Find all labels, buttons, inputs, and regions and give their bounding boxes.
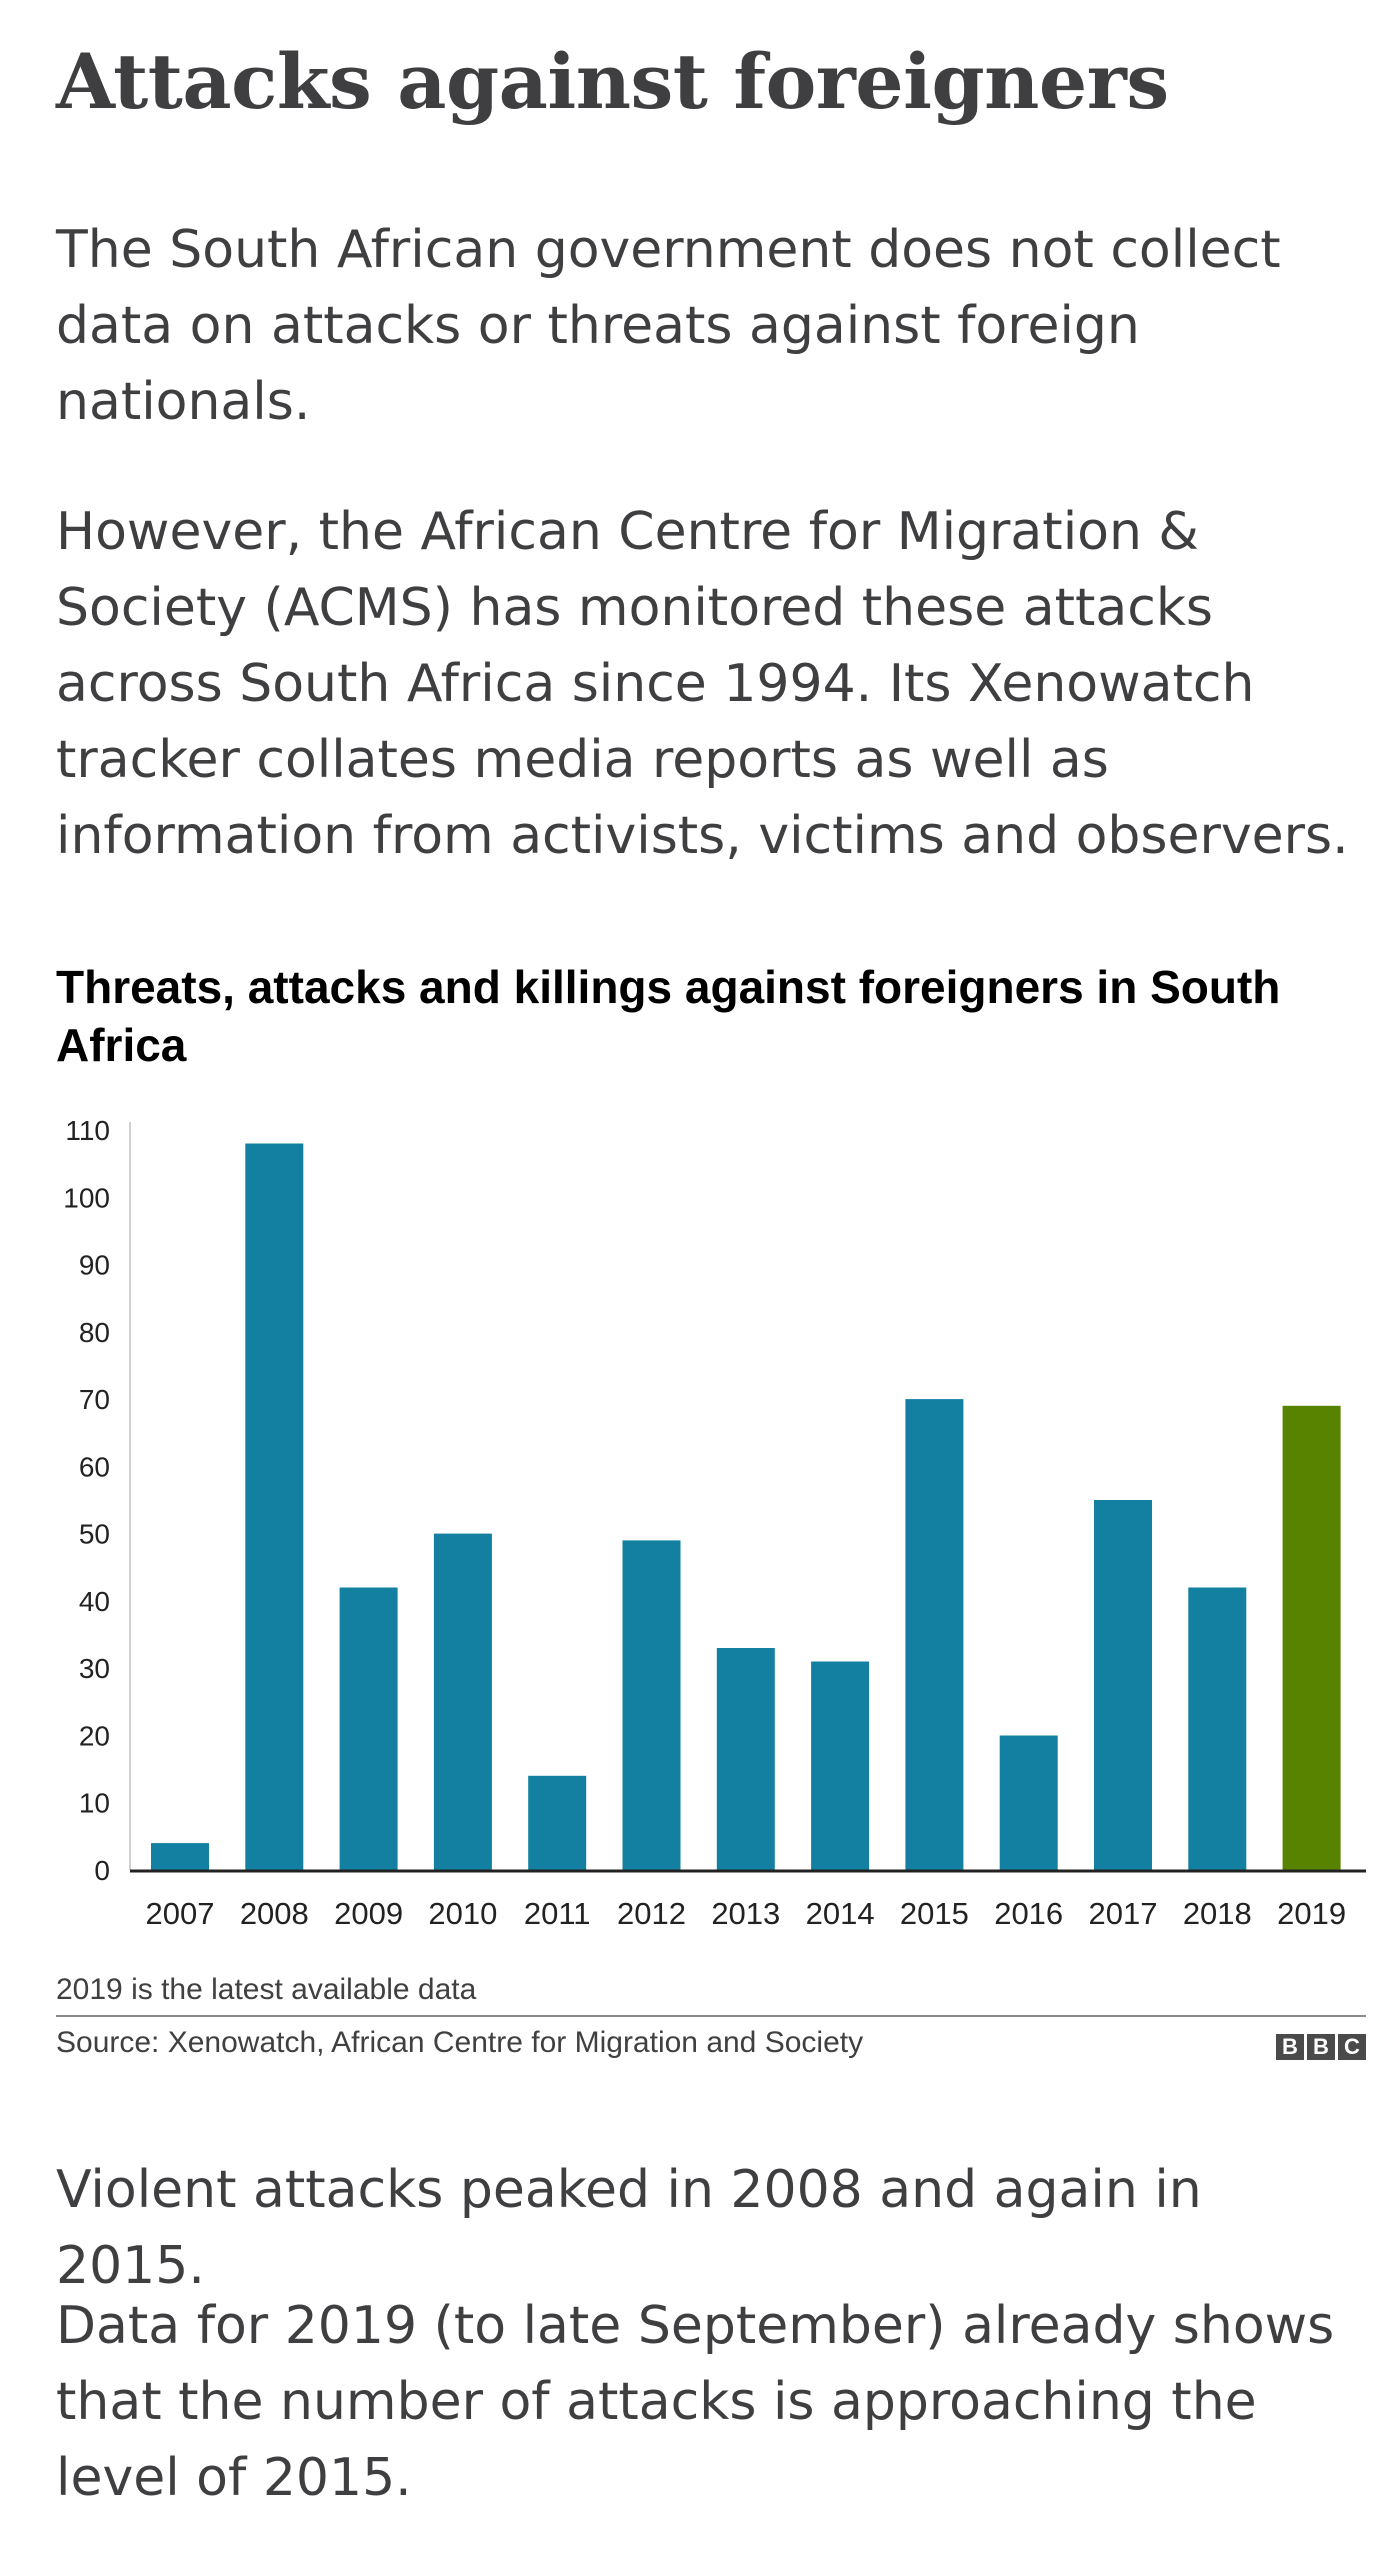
bar-2015 [905,1399,964,1870]
y-tick-label: 60 [79,1451,110,1482]
bar-2016 [999,1735,1058,1870]
chart-title: Threats, attacks and killings against fo… [56,961,1281,1071]
x-tick-label: 2011 [524,1896,591,1931]
x-tick-label: 2019 [1277,1896,1346,1931]
article-paragraph-1: The South African government does not co… [56,220,1281,432]
y-tick-label: 110 [65,1115,110,1146]
bar-2013 [716,1648,775,1870]
x-tick-label: 2014 [806,1896,875,1931]
y-tick-label: 50 [79,1519,110,1550]
x-tick-label: 2010 [428,1896,497,1931]
bar-2017 [1094,1500,1152,1870]
bbc-logo: B B C [1276,2034,1366,2060]
bar-2019 [1282,1405,1341,1870]
x-tick-label: 2007 [146,1896,215,1931]
y-axis: 0 10 20 30 40 50 60 70 80 90 100 110 [63,1115,110,1886]
chart-divider [56,2015,1366,2017]
y-tick-label: 0 [94,1855,110,1886]
x-tick-label: 2017 [1089,1896,1158,1931]
article-paragraph-2: However, the African Centre for Migratio… [56,502,1349,866]
bbc-logo-letter: B [1276,2034,1304,2060]
article-paragraph-3: Violent attacks peaked in 2008 and again… [56,2160,1202,2296]
y-tick-label: 20 [79,1720,110,1751]
y-tick-label: 100 [63,1182,110,1213]
bar-2011 [528,1775,587,1870]
x-tick-label: 2016 [994,1896,1063,1931]
y-tick-label: 90 [79,1250,110,1281]
bbc-logo-letter: B [1307,2034,1335,2060]
bar-2008 [245,1143,304,1870]
bar-2010 [433,1533,492,1870]
article-paragraph-4: Data for 2019 (to late September) alread… [56,2296,1335,2508]
bar-2018 [1188,1587,1247,1870]
bar-2014 [811,1661,870,1870]
chart-note: 2019 is the latest available data [56,1973,477,2006]
x-tick-label: 2012 [617,1896,686,1931]
x-tick-label: 2008 [240,1896,309,1931]
y-tick-label: 80 [79,1317,110,1348]
y-tick-label: 70 [79,1384,110,1415]
bbc-logo-letter: C [1338,2034,1366,2060]
x-tick-label: 2018 [1183,1896,1252,1931]
article-headline: Attacks against foreigners [56,37,1169,126]
y-tick-label: 10 [79,1788,110,1819]
x-tick-label: 2015 [900,1896,969,1931]
x-tick-label: 2013 [711,1896,780,1931]
bar-2007 [151,1843,209,1870]
bar-2009 [339,1587,398,1870]
x-tick-label: 2009 [334,1896,403,1931]
y-tick-label: 30 [79,1653,110,1684]
y-tick-label: 40 [79,1586,110,1617]
chart-source: Source: Xenowatch, African Centre for Mi… [56,2026,864,2059]
bars [151,1143,1341,1870]
x-axis: 2007 2008 2009 2010 2011 2012 2013 2014 2015 2016… [146,1896,1347,1931]
bar-2012 [622,1540,681,1870]
